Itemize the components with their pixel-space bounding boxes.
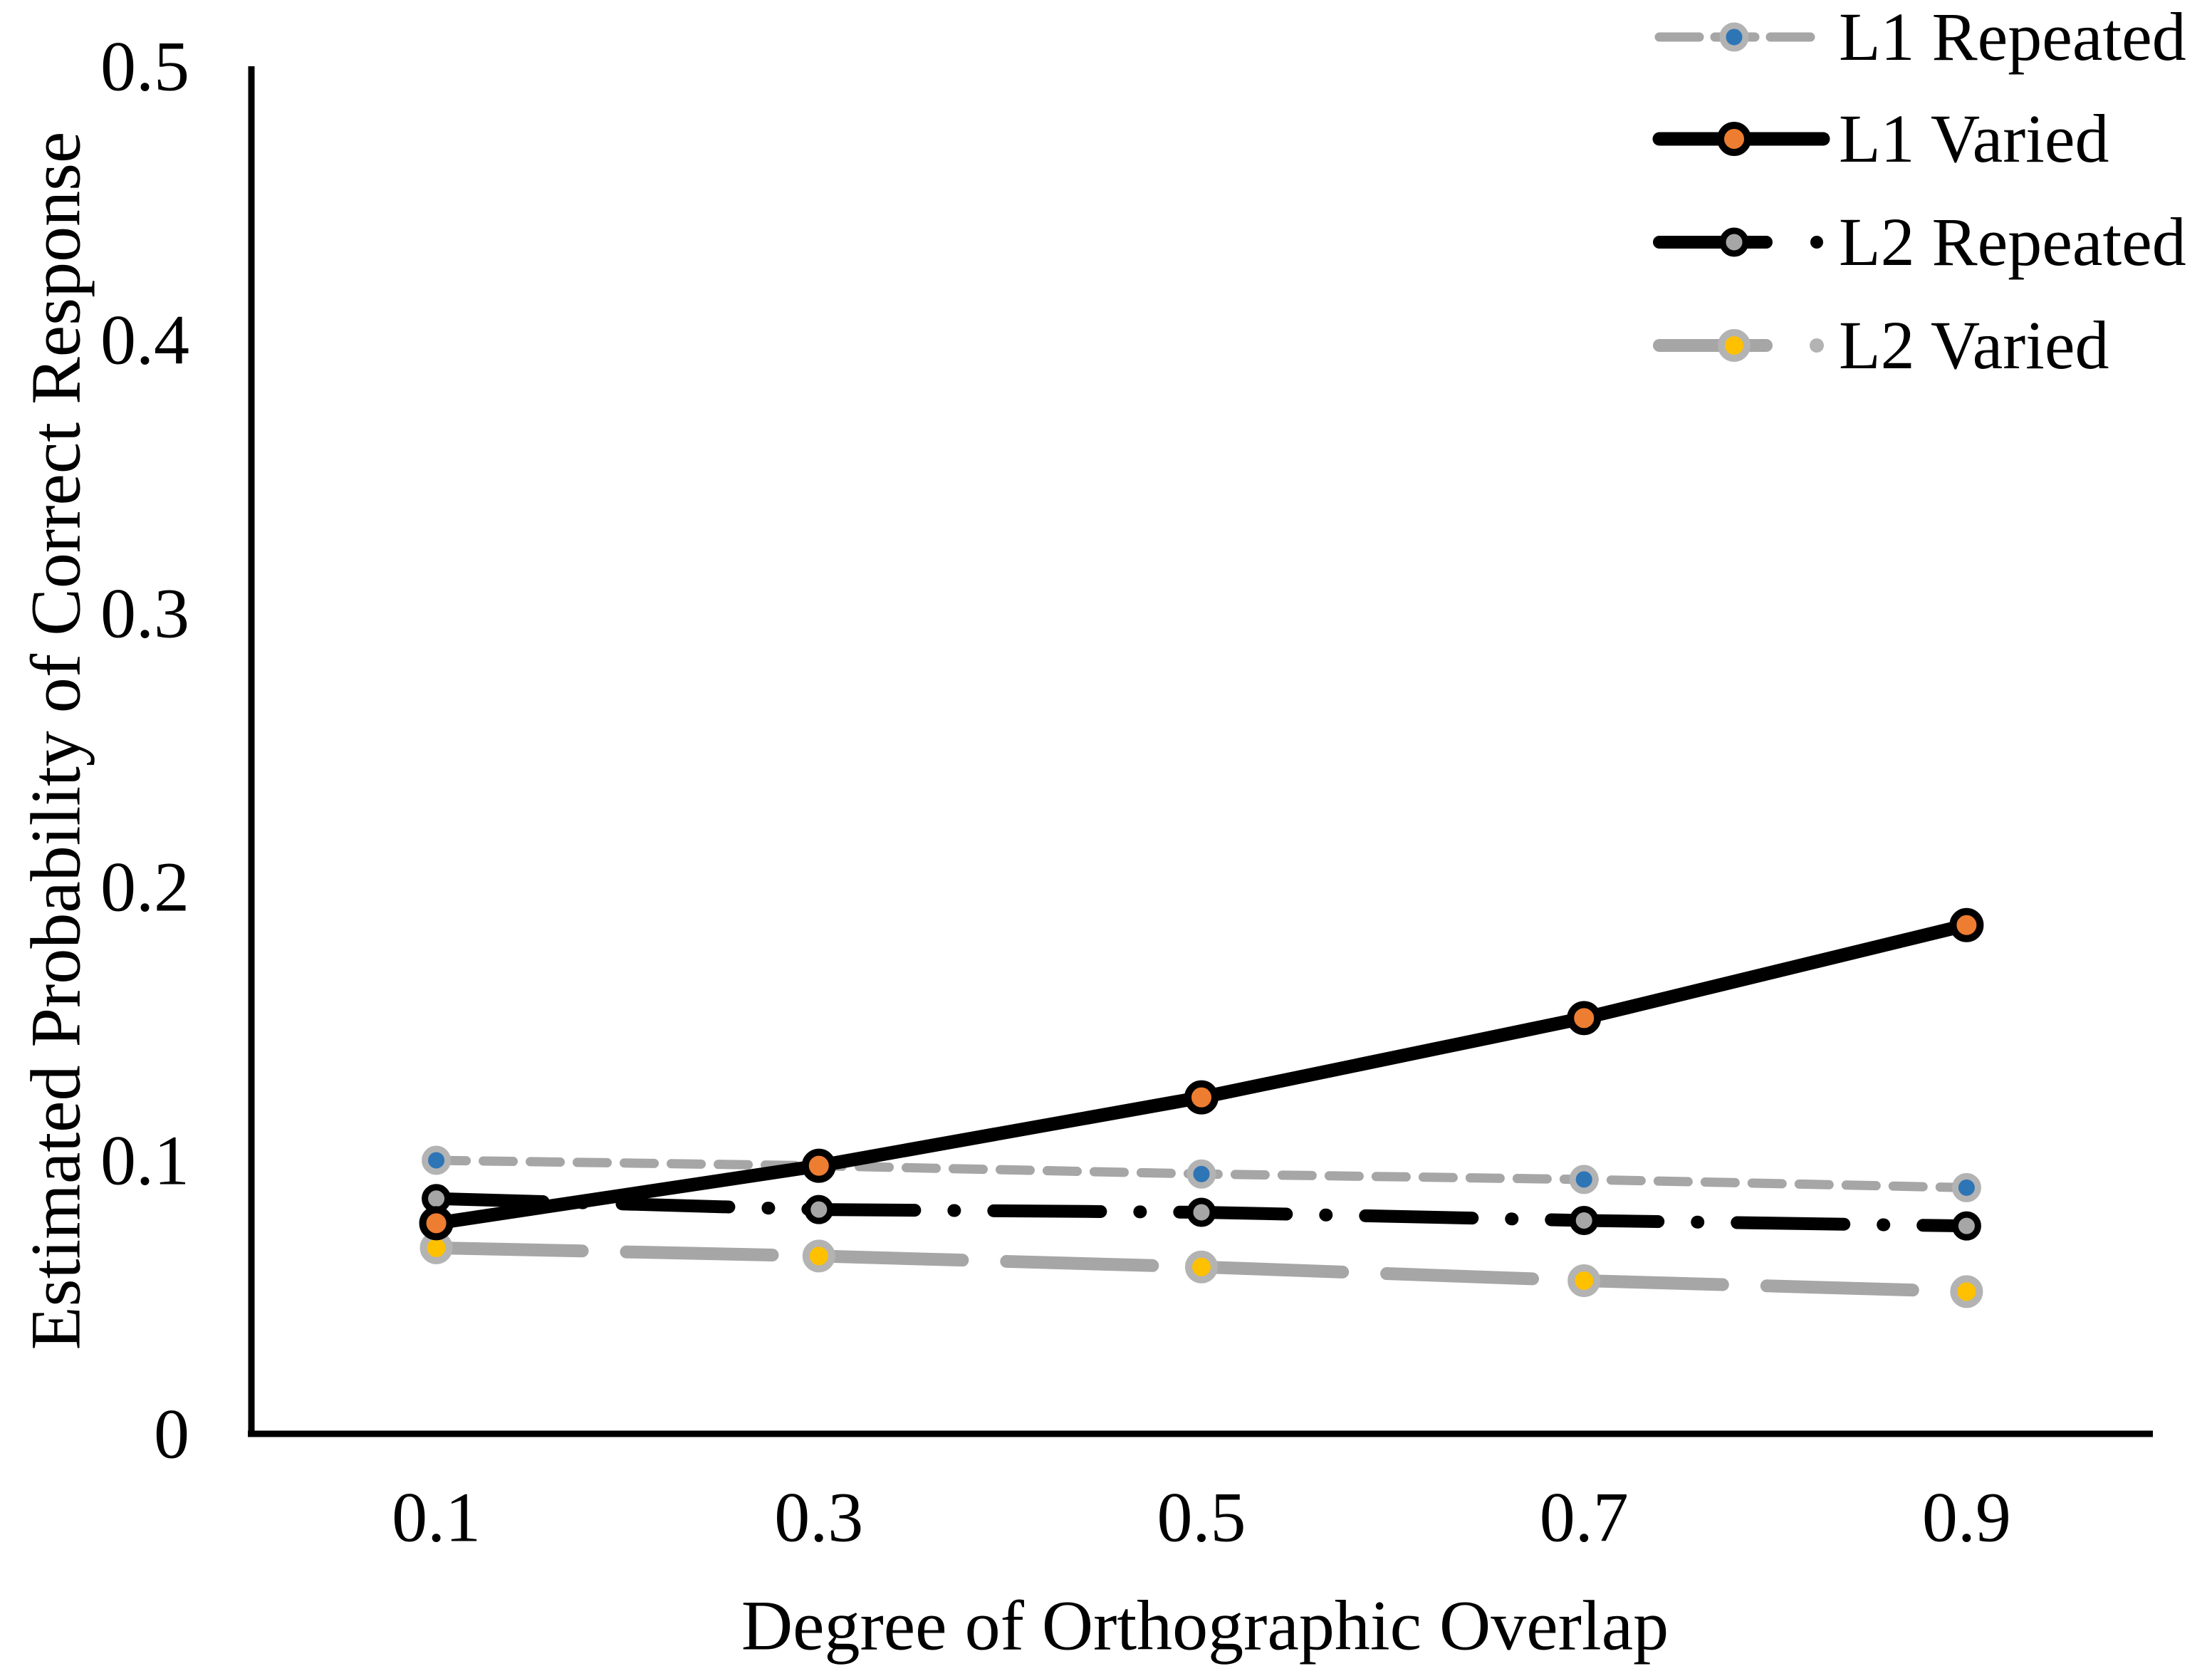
data-point-l1-varied — [801, 1148, 836, 1183]
legend-label: L1 Varied — [1839, 100, 2109, 177]
y-tick-label: 0.1 — [100, 1121, 189, 1200]
legend-row-l1-varied: L1 Varied — [1652, 103, 2109, 175]
legend-marker — [1719, 227, 1749, 257]
legend-sample-l1-varied-icon — [1652, 122, 1830, 156]
data-point-l1-varied — [1949, 907, 1984, 942]
legend-marker — [1719, 22, 1749, 52]
legend-dot — [1810, 338, 1824, 353]
legend-sample-l2-repeated-icon — [1653, 227, 1823, 257]
y-axis-title: Estimated Probability of Correct Respons… — [16, 131, 95, 1350]
data-point-l2-repeated — [804, 1194, 834, 1224]
legend-label: L1 Repeated — [1839, 0, 2186, 75]
x-tick-label: 0.1 — [392, 1478, 481, 1557]
y-tick-label: 0.3 — [100, 574, 189, 653]
legend-label: L2 Varied — [1839, 307, 2109, 383]
y-tick-label: 0 — [154, 1395, 189, 1474]
data-point-l1-varied — [419, 1206, 454, 1241]
data-point-l2-varied — [1185, 1250, 1218, 1284]
data-point-l1-repeated — [422, 1145, 452, 1175]
data-point-l1-varied — [1184, 1080, 1219, 1115]
data-point-l2-repeated — [1186, 1197, 1216, 1227]
legend-sample-l2-varied-icon — [1653, 329, 1824, 362]
data-point-l2-varied — [1950, 1275, 1983, 1308]
legend-dot — [1810, 236, 1823, 249]
x-tick-label: 0.3 — [774, 1478, 863, 1557]
x-tick-label: 0.5 — [1157, 1478, 1246, 1557]
legend-sample-l1-repeated-icon — [1654, 22, 1817, 52]
y-tick-label: 0.2 — [100, 848, 189, 927]
data-point-l2-varied — [802, 1239, 835, 1273]
x-tick-label: 0.9 — [1922, 1478, 2011, 1557]
legend-marker — [1718, 329, 1751, 362]
legend-row-l1-repeated: L1 Repeated — [1652, 1, 2186, 73]
data-point-l1-repeated — [1569, 1165, 1599, 1194]
y-tick-label: 0.5 — [100, 27, 189, 106]
data-point-l2-repeated — [1569, 1205, 1599, 1235]
data-point-l1-varied — [1567, 1001, 1602, 1036]
data-point-l1-repeated — [1951, 1172, 1981, 1202]
y-tick-label: 0.4 — [100, 301, 189, 380]
legend-row-l2-varied: L2 Varied — [1652, 310, 2109, 381]
legend-row-l2-repeated: L2 Repeated — [1652, 207, 2186, 278]
data-point-l2-varied — [1567, 1264, 1601, 1297]
data-point-l2-repeated — [1951, 1211, 1981, 1241]
legend-marker — [1717, 122, 1751, 156]
x-axis-title: Degree of Orthographic Overlap — [741, 1586, 1669, 1665]
x-tick-label: 0.7 — [1540, 1478, 1629, 1557]
data-point-l1-repeated — [1186, 1159, 1216, 1189]
legend-label: L2 Repeated — [1839, 204, 2186, 280]
